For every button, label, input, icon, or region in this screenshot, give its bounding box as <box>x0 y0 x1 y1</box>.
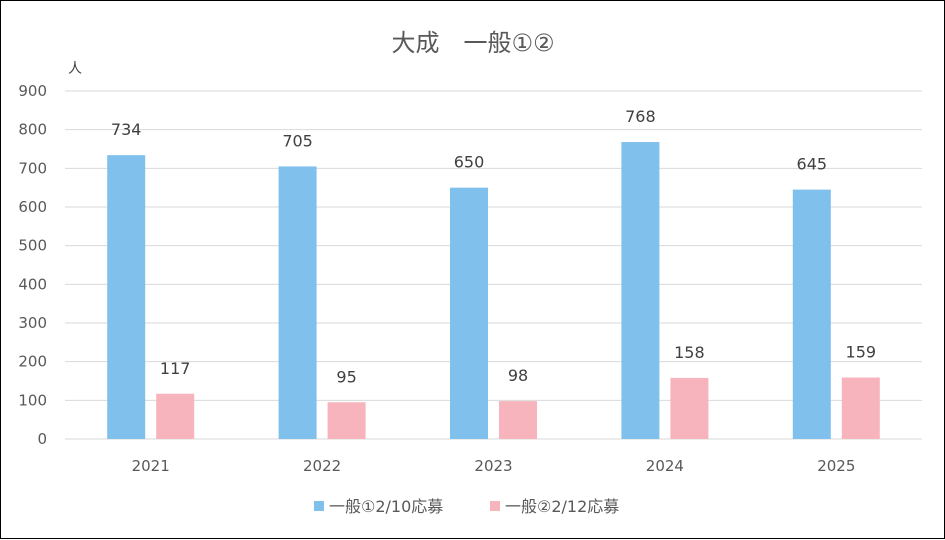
bar <box>107 155 146 440</box>
y-tick-label: 700 <box>18 159 47 177</box>
legend-label: 一般②2/12応募 <box>505 497 619 516</box>
bar <box>156 393 195 439</box>
data-label: 650 <box>454 153 485 172</box>
y-tick-label: 900 <box>18 82 47 100</box>
x-tick-label: 2021 <box>132 457 170 475</box>
y-tick-label: 800 <box>18 121 47 139</box>
x-tick-label: 2023 <box>474 457 512 475</box>
x-axis-ticks: 2021 2022 2023 2024 2025 <box>132 457 856 475</box>
x-tick-label: 2024 <box>646 457 684 475</box>
bar <box>841 377 880 439</box>
y-tick-label: 200 <box>18 353 47 371</box>
data-label: 95 <box>336 367 356 386</box>
y-tick-label: 600 <box>18 198 47 216</box>
data-label: 159 <box>846 343 877 362</box>
x-tick-label: 2025 <box>817 457 855 475</box>
data-label: 117 <box>160 359 191 378</box>
data-label: 158 <box>674 343 705 362</box>
bar <box>621 142 660 440</box>
y-tick-label: 500 <box>18 237 47 255</box>
x-tick-label: 2022 <box>303 457 341 475</box>
bar <box>499 401 537 439</box>
legend-swatch <box>314 501 324 511</box>
legend-swatch <box>490 501 500 511</box>
y-tick-label: 0 <box>37 430 47 448</box>
bar <box>792 189 831 439</box>
bar <box>278 166 317 439</box>
y-axis-unit-label: 人 <box>68 61 82 77</box>
y-axis-ticks: 0 100 200 300 400 500 600 700 800 900 <box>18 82 47 448</box>
data-label: 734 <box>111 120 142 139</box>
y-tick-label: 400 <box>18 275 47 293</box>
bars: 734 117 705 95 650 98 768 158 645 159 <box>107 107 880 440</box>
chart-title: 大成 一般①② <box>391 29 554 57</box>
data-label: 768 <box>625 107 656 126</box>
bar <box>450 187 488 439</box>
data-label: 98 <box>508 366 528 385</box>
legend: 一般①2/10応募 一般②2/12応募 <box>314 497 619 516</box>
data-label: 645 <box>797 155 828 174</box>
bar <box>670 377 709 439</box>
y-tick-label: 300 <box>18 314 47 332</box>
data-label: 705 <box>282 131 313 150</box>
y-tick-label: 100 <box>18 391 47 409</box>
bar <box>327 402 366 439</box>
gridlines <box>65 90 922 440</box>
legend-label: 一般①2/10応募 <box>329 497 443 516</box>
